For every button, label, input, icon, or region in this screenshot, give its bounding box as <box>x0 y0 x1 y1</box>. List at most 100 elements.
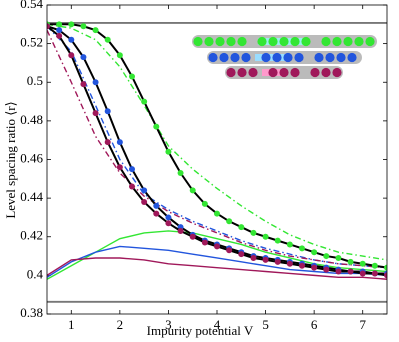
inset-site <box>301 36 311 47</box>
plot-frame <box>46 4 388 315</box>
y-tick-label: 0.44 <box>20 189 43 204</box>
data-point <box>226 247 233 254</box>
inset-site <box>365 36 375 47</box>
data-point <box>141 98 148 105</box>
inset-site <box>257 36 267 47</box>
data-point <box>177 170 184 177</box>
inset-site <box>261 52 271 63</box>
inset-site <box>272 52 282 63</box>
y-tick-label: 0.38 <box>20 305 43 320</box>
data-point <box>299 262 305 269</box>
inset-site <box>310 67 320 78</box>
data-point <box>262 233 269 240</box>
data-point <box>347 258 354 265</box>
data-point <box>201 200 208 207</box>
data-point <box>80 81 87 88</box>
inset-site <box>268 67 278 78</box>
inset-site <box>347 52 357 63</box>
data-point <box>80 23 87 30</box>
data-point <box>286 241 293 248</box>
data-point <box>384 272 387 279</box>
inset-site <box>332 67 342 78</box>
data-point <box>189 187 196 194</box>
x-tick-label: 3 <box>165 317 172 332</box>
inset-site <box>294 52 304 63</box>
data-point <box>56 21 63 28</box>
data-point <box>165 148 172 155</box>
data-point <box>153 210 160 217</box>
data-point <box>129 166 135 173</box>
inset-site <box>226 67 236 78</box>
data-point <box>56 32 63 39</box>
data-point <box>274 258 281 265</box>
data-point <box>56 27 63 34</box>
inset-site <box>283 52 293 63</box>
data-point <box>262 256 269 263</box>
data-point <box>323 253 330 260</box>
inset-site <box>321 36 331 47</box>
data-point <box>104 108 111 115</box>
series-line <box>47 245 387 278</box>
data-point <box>129 73 135 80</box>
x-tick-label: 1 <box>68 317 75 332</box>
y-tick-label: 0.42 <box>20 228 43 243</box>
inset-site <box>336 52 346 63</box>
inset-site <box>332 36 342 47</box>
data-point <box>238 224 245 231</box>
data-point <box>250 229 257 236</box>
data-point <box>47 23 50 30</box>
inset-site <box>290 36 300 47</box>
inset-site <box>226 36 236 47</box>
data-point <box>311 249 318 256</box>
data-point <box>165 214 172 221</box>
data-point <box>177 227 184 234</box>
x-tick-label: 2 <box>117 317 124 332</box>
y-tick-label: 0.4 <box>27 266 44 281</box>
data-point <box>347 268 354 275</box>
data-point <box>153 123 160 130</box>
inset-site <box>279 67 289 78</box>
data-point <box>335 254 342 261</box>
inset-site <box>204 36 214 47</box>
data-point <box>323 266 330 273</box>
inset-site <box>314 52 324 63</box>
data-point <box>141 198 148 205</box>
data-point <box>214 243 220 250</box>
y-tick-label: 0.54 <box>20 0 43 11</box>
series-group <box>47 21 387 280</box>
inset-site <box>241 52 251 63</box>
data-point <box>116 139 123 146</box>
data-point <box>68 52 75 59</box>
inset-site <box>290 67 300 78</box>
data-point <box>384 264 387 271</box>
inset-site <box>325 52 335 63</box>
data-point <box>274 237 281 244</box>
data-point <box>359 270 366 277</box>
data-point <box>68 36 75 43</box>
series-line <box>47 29 387 269</box>
data-point <box>286 260 293 267</box>
inset-site <box>215 36 225 47</box>
plot-area <box>47 4 387 315</box>
data-point <box>104 36 111 43</box>
x-tick-label: 6 <box>311 317 318 332</box>
inset-site <box>248 67 258 78</box>
data-point <box>165 220 172 227</box>
data-point <box>238 251 245 258</box>
y-tick-label: 0.5 <box>27 73 43 88</box>
inset-site <box>219 52 229 63</box>
data-point <box>104 139 111 146</box>
data-point <box>299 245 305 252</box>
data-point <box>92 27 99 34</box>
inset-site <box>230 52 240 63</box>
data-point <box>189 233 196 240</box>
inset-site <box>354 36 364 47</box>
data-point <box>311 264 318 271</box>
data-point <box>68 21 75 28</box>
data-point <box>201 239 208 246</box>
data-point <box>214 210 220 217</box>
data-point <box>335 268 342 275</box>
inset-diagram <box>192 35 377 79</box>
inset-site <box>321 67 331 78</box>
